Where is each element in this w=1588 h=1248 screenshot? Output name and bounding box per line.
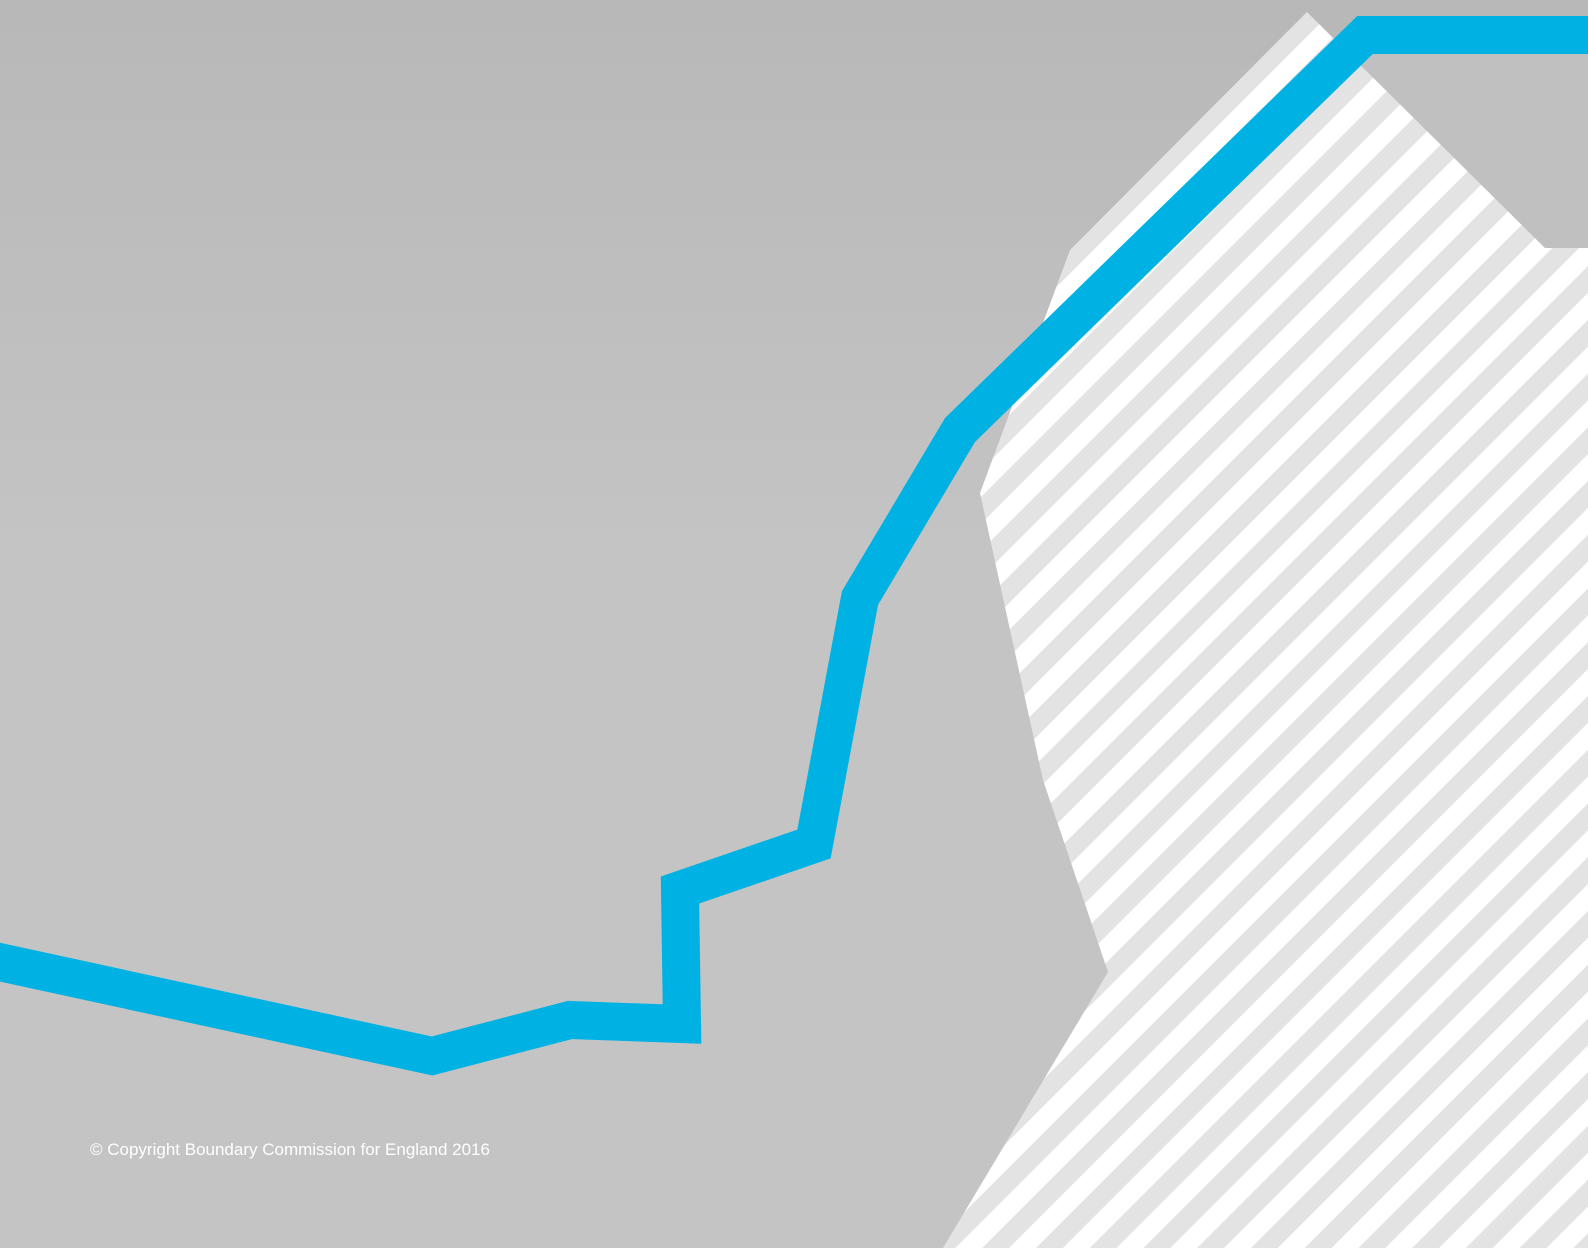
copyright-notice: © Copyright Boundary Commission for Engl… <box>90 1140 490 1159</box>
top-right-area <box>1307 12 1588 248</box>
hatched-region <box>943 12 1588 1248</box>
boundary-line <box>0 16 1588 1076</box>
